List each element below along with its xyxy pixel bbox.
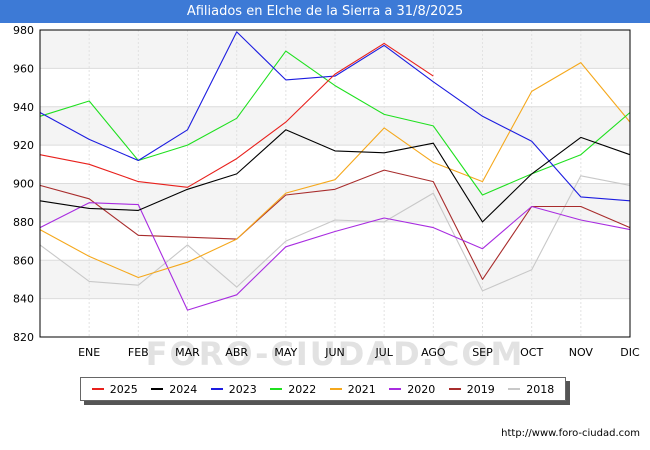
x-tick-label: MAY	[274, 346, 297, 359]
legend-entry-2019: 2019	[448, 382, 495, 396]
legend-swatch	[151, 388, 164, 390]
legend-entry-2025: 2025	[91, 382, 138, 396]
legend-entry-2020: 2020	[389, 383, 435, 396]
series-line-2018	[39, 175, 631, 292]
watermark: FORO-CIUDAD.COM	[146, 335, 525, 373]
legend-label: 2025	[109, 382, 138, 396]
y-tick-label: 840	[13, 293, 34, 306]
legend-entry-2021: 2021	[329, 382, 376, 396]
y-tick-label: 820	[13, 331, 34, 344]
x-tick-label: NOV	[569, 346, 594, 359]
series-line-2023	[39, 31, 631, 202]
legend-label: 2019	[466, 382, 495, 396]
legend-swatch	[270, 388, 283, 390]
x-tick-label: SEP	[472, 346, 493, 359]
chart-title: Afiliados en Elche de la Sierra a 31/8/2…	[0, 0, 650, 23]
plot-frame	[39, 29, 631, 338]
legend: 2025 2024 2023 2022 2021 2020 2019 2018	[80, 377, 566, 401]
x-axis-ticks: ENE FEB MAR ABR MAY JUN JUL AGO SEP OCT NOV DIC	[78, 346, 640, 359]
series-lines	[39, 31, 631, 311]
series-line-2020	[39, 202, 631, 311]
legend-swatch	[448, 388, 461, 390]
legend-label: 2022	[288, 382, 317, 396]
legend-entry-2022: 2022	[270, 383, 316, 396]
x-tick-label: AGO	[421, 346, 446, 359]
legend-label: 2024	[169, 382, 198, 396]
x-tick-label: FEB	[128, 346, 149, 359]
legend-swatch	[508, 388, 521, 390]
x-tick-label: DIC	[620, 346, 640, 359]
legend-label: 2023	[228, 382, 257, 396]
y-tick-label: 960	[13, 62, 34, 75]
x-tick-label: JUN	[324, 346, 345, 359]
legend-swatch	[329, 388, 342, 390]
legend-swatch	[389, 388, 402, 390]
legend-entry-2018: 2018	[508, 383, 554, 396]
legend-swatch	[91, 388, 104, 390]
series-line-2025	[39, 42, 434, 188]
line-chart: FORO-CIUDAD.COM 820 840 860 880 900 920 940 960…	[13, 24, 640, 373]
y-axis-ticks: 820 840 860 880 900 920 940 960 980	[13, 24, 34, 344]
y-tick-label: 880	[13, 216, 34, 229]
y-tick-label: 900	[13, 178, 34, 191]
footer-url: http://www.foro-ciudad.com	[501, 428, 640, 439]
x-tick-label: OCT	[520, 346, 543, 359]
x-tick-label: ABR	[225, 346, 248, 359]
legend-entry-2024: 2024	[151, 383, 197, 396]
legend-label: 2021	[347, 382, 376, 396]
x-tick-label: JUL	[374, 346, 393, 359]
legend-label: 2020	[407, 382, 436, 396]
legend-label: 2018	[526, 382, 555, 396]
legend-swatch	[210, 388, 223, 390]
series-line-2024	[39, 129, 631, 223]
series-line-2021	[39, 62, 631, 279]
y-tick-label: 980	[13, 24, 34, 37]
y-tick-label: 920	[13, 139, 34, 152]
x-tick-label: ENE	[78, 346, 100, 359]
legend-entry-2023: 2023	[210, 382, 257, 396]
grid-band	[40, 30, 630, 69]
y-tick-label: 940	[13, 101, 34, 114]
y-tick-label: 860	[13, 254, 34, 267]
gridlines	[40, 29, 631, 338]
x-tick-label: MAR	[175, 346, 200, 359]
